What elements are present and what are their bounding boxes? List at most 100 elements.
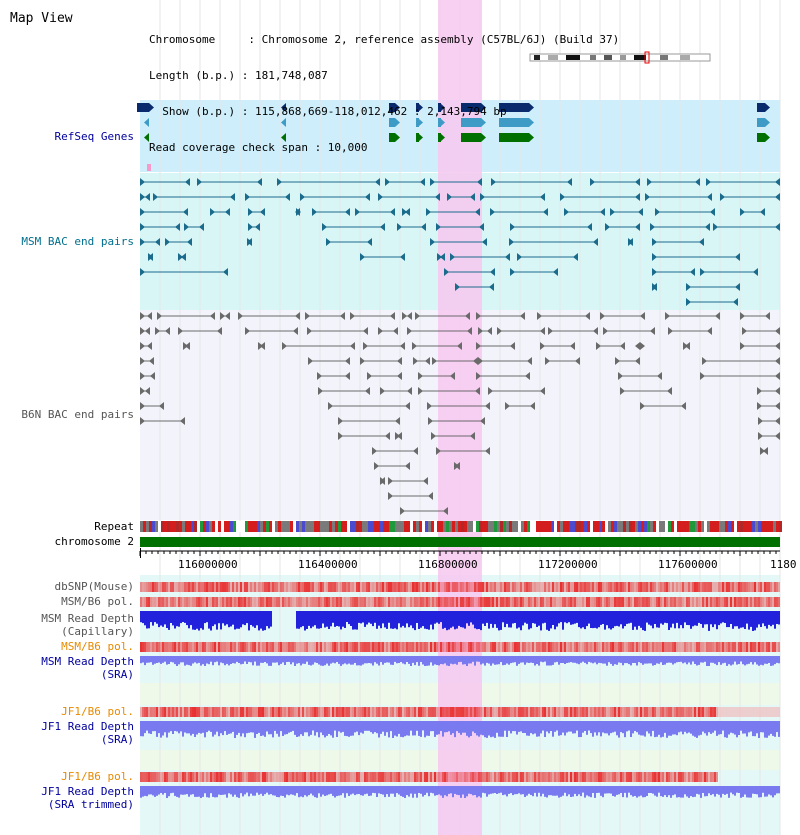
track-label-msm-bac[interactable]: MSM BAC end pairs <box>21 235 134 248</box>
msm-bac-end <box>365 193 370 201</box>
depth-bar <box>604 656 606 664</box>
depth-bar <box>614 721 616 732</box>
heat-cell <box>418 772 420 782</box>
heat-cell <box>680 597 682 607</box>
depth-bar <box>544 611 546 623</box>
depth-bar <box>348 786 350 796</box>
depth-bar <box>534 786 536 793</box>
heat-cell <box>442 642 444 652</box>
heat-cell <box>606 582 608 592</box>
depth-bar <box>658 721 660 735</box>
b6n-bac-end <box>140 417 145 425</box>
heat-cell <box>366 582 368 592</box>
depth-bar <box>716 721 718 736</box>
b6n-bac-end <box>667 387 672 395</box>
depth-bar <box>208 611 210 629</box>
heat-cell <box>290 707 292 717</box>
depth-bar <box>526 611 528 624</box>
repeat-element <box>656 521 659 532</box>
msm-bac-end <box>686 283 691 291</box>
heat-cell <box>236 772 238 782</box>
depth-bar <box>474 656 476 666</box>
depth-bar <box>244 656 246 662</box>
depth-bar <box>394 786 396 797</box>
heat-cell <box>422 582 424 592</box>
heat-cell <box>554 707 556 717</box>
depth-bar <box>266 786 268 793</box>
heat-cell <box>412 642 414 652</box>
heat-cell <box>406 772 408 782</box>
depth-bar <box>674 611 676 629</box>
heat-cell <box>338 597 340 607</box>
depth-bar <box>206 721 208 733</box>
heat-cell <box>658 582 660 592</box>
heat-cell <box>560 772 562 782</box>
heat-cell <box>364 707 366 717</box>
repeat-element <box>308 521 311 532</box>
repeat-element <box>533 521 536 532</box>
depth-bar <box>158 721 160 734</box>
msm-bac-end <box>491 178 496 186</box>
depth-bar <box>382 611 384 624</box>
depth-bar <box>452 786 454 798</box>
depth-bar <box>486 656 488 663</box>
heat-cell <box>296 772 298 782</box>
b6n-bac-end <box>350 342 355 350</box>
heat-cell <box>330 642 332 652</box>
heat-cell <box>650 707 652 717</box>
heat-cell <box>434 582 436 592</box>
depth-bar <box>292 656 294 663</box>
heat-cell <box>714 707 716 717</box>
msm-bac-end <box>140 238 145 246</box>
depth-bar <box>440 786 442 796</box>
heat-cell <box>218 642 220 652</box>
heat-cell <box>448 582 450 592</box>
depth-bar <box>152 721 154 732</box>
depth-bar <box>692 611 694 627</box>
depth-bar <box>242 786 244 797</box>
heat-cell <box>204 707 206 717</box>
heat-cell <box>544 642 546 652</box>
heat-cell <box>318 707 320 717</box>
repeat-element <box>473 521 476 532</box>
heat-cell <box>366 597 368 607</box>
heat-cell <box>568 707 570 717</box>
b6n-bac-end <box>431 432 436 440</box>
repeat-element <box>266 521 269 532</box>
heat-cell <box>752 642 754 652</box>
heat-cell <box>160 642 162 652</box>
heat-cell <box>144 772 146 782</box>
heat-cell <box>524 642 526 652</box>
depth-bar <box>316 611 318 629</box>
heat-cell <box>578 772 580 782</box>
heat-cell <box>598 582 600 592</box>
depth-bar <box>392 786 394 794</box>
heat-cell <box>654 597 656 607</box>
depth-bar <box>498 656 500 665</box>
depth-bar <box>636 786 638 798</box>
gene-arrow <box>418 118 423 127</box>
heat-cell <box>696 772 698 782</box>
gene-arrow <box>765 103 770 112</box>
repeat-element <box>206 521 209 532</box>
track-label-refseq[interactable]: RefSeq Genes <box>54 130 134 143</box>
heat-cell <box>464 707 466 717</box>
heat-cell <box>406 582 408 592</box>
depth-bar <box>612 786 614 796</box>
heat-cell <box>604 597 606 607</box>
depth-bar <box>180 786 182 795</box>
track-label-b6n-bac[interactable]: B6N BAC end pairs <box>21 408 134 421</box>
heat-cell <box>224 597 226 607</box>
heat-cell <box>534 582 536 592</box>
msm-bac-end <box>690 268 695 276</box>
depth-bar <box>590 721 592 734</box>
heat-cell <box>572 642 574 652</box>
heat-cell <box>372 642 374 652</box>
depth-bar <box>448 721 450 732</box>
heat-cell <box>546 597 548 607</box>
heat-cell <box>596 642 598 652</box>
heat-cell <box>256 597 258 607</box>
heat-cell <box>432 582 434 592</box>
b6n-bac-end <box>293 327 298 335</box>
